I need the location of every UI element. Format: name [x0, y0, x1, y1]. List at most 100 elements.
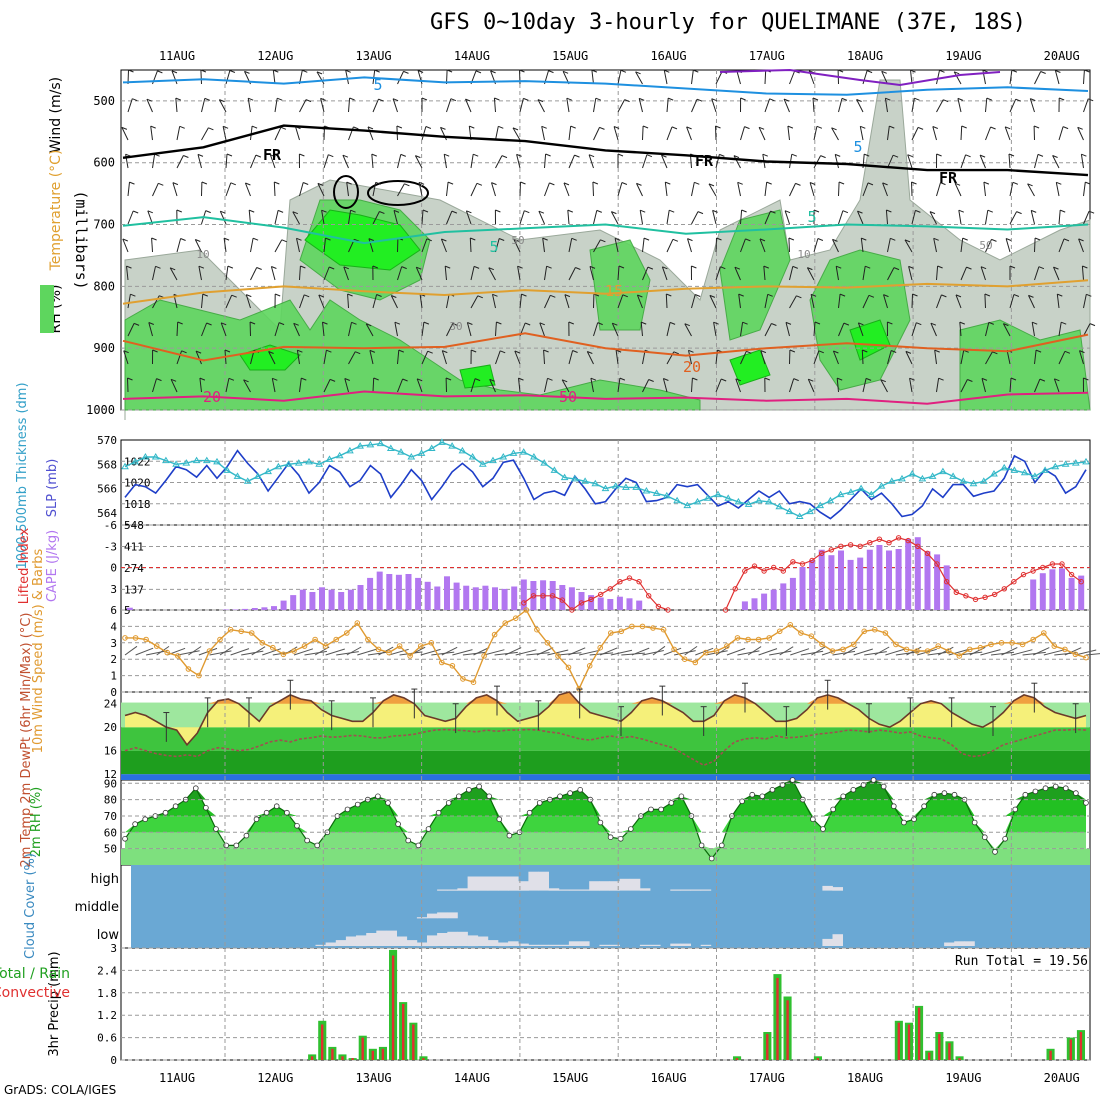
temperature-day-grid — [224, 692, 1012, 780]
rh-green-region — [959, 319, 1091, 411]
wind-barb-flag — [470, 237, 476, 241]
wind-barb-flag — [195, 239, 201, 242]
wind-barb — [568, 238, 573, 253]
wind-barb-flag — [1013, 294, 1020, 297]
wind-barb-flag — [1037, 153, 1044, 157]
wind-barb-flag — [197, 153, 204, 157]
wind-speed-point — [396, 643, 403, 649]
thickness-point — [489, 456, 497, 464]
surface-wind-barb — [695, 647, 714, 656]
wind-barb — [862, 70, 868, 85]
wind-barb — [543, 349, 545, 365]
wind-barb-flag — [451, 210, 458, 214]
cloud-bar-low — [477, 936, 489, 946]
wind-barb — [443, 154, 447, 169]
cloud-bar-high — [548, 888, 560, 891]
wind-barb-flag — [575, 267, 581, 270]
temperature-line — [124, 691, 1087, 747]
thickness-point — [509, 449, 518, 456]
wind-barb — [979, 154, 986, 169]
wind-barb — [758, 127, 766, 141]
wind-barb-flag — [402, 378, 408, 382]
wind-barb-flag — [637, 294, 643, 298]
surface-wind-barb — [441, 646, 458, 656]
wind-barb — [764, 182, 768, 197]
cape-bar — [886, 550, 892, 610]
wind-speed-point — [206, 648, 213, 654]
wind-barb — [146, 98, 153, 113]
wind-barb — [857, 322, 864, 337]
wind-barb — [295, 126, 300, 141]
wind-barb-flag — [156, 378, 162, 382]
surface-wind-barb — [135, 647, 154, 656]
wind-barb-flag — [856, 99, 862, 102]
surface-wind-barb — [230, 648, 250, 656]
wind-barb — [225, 294, 233, 309]
lifted-index-point — [867, 540, 873, 546]
precip-convective-bar — [412, 1024, 415, 1060]
wind-barb-flag — [673, 351, 679, 355]
wind-barb-flag — [867, 182, 874, 186]
wind-barb — [544, 295, 551, 309]
thickness-point — [458, 446, 467, 454]
wind-barb — [320, 98, 325, 113]
wind-barb — [495, 350, 501, 365]
wind-barb — [344, 378, 349, 393]
rh-point — [162, 809, 169, 816]
wind-barb — [272, 70, 276, 85]
bottom-day-label: 11AUG — [159, 1071, 195, 1085]
precip-convective-bar — [321, 1024, 324, 1060]
thickness-point — [642, 487, 651, 494]
wind-barb — [541, 126, 545, 141]
wind-barb — [936, 99, 944, 113]
wind-barb — [519, 98, 524, 113]
wind-barb-flag — [1040, 71, 1046, 74]
wind-barb — [416, 378, 423, 393]
thickness-point — [131, 457, 140, 465]
wind-barb-flag — [537, 99, 544, 103]
surface-wind-barb — [1011, 649, 1033, 656]
precip-convective-bar — [341, 1056, 344, 1060]
cloud-bar-middle — [427, 913, 438, 919]
thickness-point — [468, 453, 477, 460]
cape-bar — [328, 589, 335, 610]
wind-barb — [566, 98, 570, 113]
wind-barb — [836, 378, 839, 393]
rh-point — [708, 855, 715, 862]
wind-barb-flag — [692, 377, 698, 381]
cloud-bar-high — [609, 881, 620, 891]
thickness-point — [243, 477, 252, 484]
rh-point — [122, 835, 128, 842]
lifted-index-point — [655, 603, 662, 610]
cape-bar — [126, 607, 133, 610]
wind-barb-flag — [887, 321, 893, 325]
thickness-point — [315, 460, 324, 467]
wind-barb — [911, 127, 919, 141]
wind-speed-point — [175, 653, 181, 659]
freezing-pocket — [333, 175, 359, 209]
wind-speed-point — [808, 633, 815, 640]
wind-barb — [737, 182, 741, 197]
cape-bar — [1049, 569, 1056, 610]
wind-barb-flag — [1030, 98, 1036, 102]
rh-point — [395, 821, 401, 827]
cloud-bar-high — [822, 885, 833, 891]
cape-bar — [338, 592, 345, 610]
cloud-bar-low — [345, 936, 357, 946]
wind-barb-flag — [496, 321, 502, 325]
wind-barb-flag — [574, 154, 580, 158]
wind-speed-point — [375, 646, 382, 653]
wind-barb — [1058, 210, 1061, 225]
wind-barb — [592, 181, 594, 197]
wind-barb — [201, 98, 206, 113]
rh-point — [132, 821, 138, 827]
wind-barb — [809, 182, 815, 197]
wind-speed-line — [125, 608, 1087, 691]
surface-wind-barb — [1032, 647, 1050, 656]
wind-barb — [318, 294, 325, 309]
cape-bar — [876, 545, 883, 610]
temperature-band — [121, 774, 1090, 780]
contour-label: FR — [939, 169, 958, 187]
wind-speed-point — [449, 663, 456, 669]
rh-point — [678, 793, 685, 800]
